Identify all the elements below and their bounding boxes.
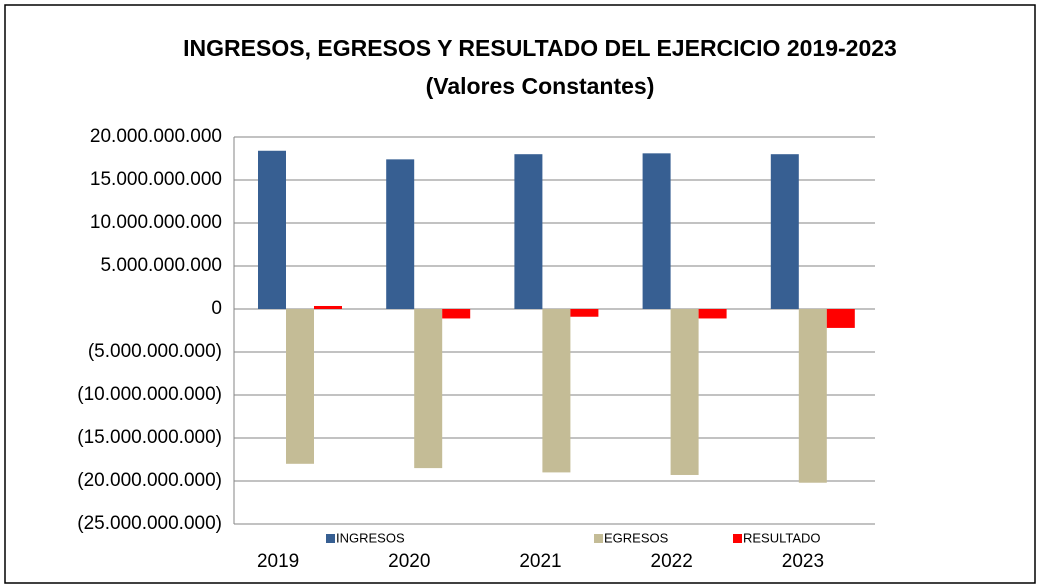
y-tick-label: (20.000.000.000): [77, 470, 222, 491]
legend-swatch: [733, 534, 742, 543]
y-tick-label: 0: [211, 298, 222, 319]
bar: [826, 309, 855, 328]
legend-label: EGRESOS: [604, 530, 669, 545]
bar: [414, 309, 443, 469]
bar: [258, 150, 286, 309]
chart-title: INGRESOS, EGRESOS Y RESULTADO DEL EJERCI…: [183, 35, 897, 61]
bar: [442, 309, 471, 319]
chart-subtitle: (Valores Constantes): [426, 73, 655, 99]
x-tick-label: 2021: [519, 551, 561, 572]
y-tick-label: (10.000.000.000): [77, 384, 222, 405]
x-tick-label: 2019: [257, 551, 299, 572]
legend-swatch: [326, 534, 335, 543]
y-tick-label: 10.000.000.000: [90, 212, 222, 233]
x-tick-label: 2023: [782, 551, 824, 572]
bar: [770, 154, 799, 309]
bar: [314, 305, 342, 309]
bar: [642, 153, 671, 309]
y-tick-label: 5.000.000.000: [100, 255, 222, 276]
bar: [286, 309, 314, 464]
bar: [570, 309, 599, 317]
bar: [386, 159, 415, 309]
y-tick-label: (5.000.000.000): [88, 341, 222, 362]
y-tick-label: (15.000.000.000): [77, 427, 222, 448]
y-tick-label: 20.000.000.000: [90, 126, 222, 147]
legend-swatch: [594, 534, 603, 543]
x-tick-label: 2020: [388, 551, 430, 572]
bar: [542, 309, 571, 473]
x-tick-label: 2022: [651, 551, 693, 572]
bar: [514, 154, 543, 309]
y-tick-label: 15.000.000.000: [90, 169, 222, 190]
bar: [698, 309, 727, 319]
legend-label: RESULTADO: [743, 530, 821, 545]
bar: [798, 309, 827, 483]
legend-label: INGRESOS: [336, 530, 405, 545]
bar: [670, 309, 699, 475]
y-tick-label: (25.000.000.000): [77, 513, 222, 534]
